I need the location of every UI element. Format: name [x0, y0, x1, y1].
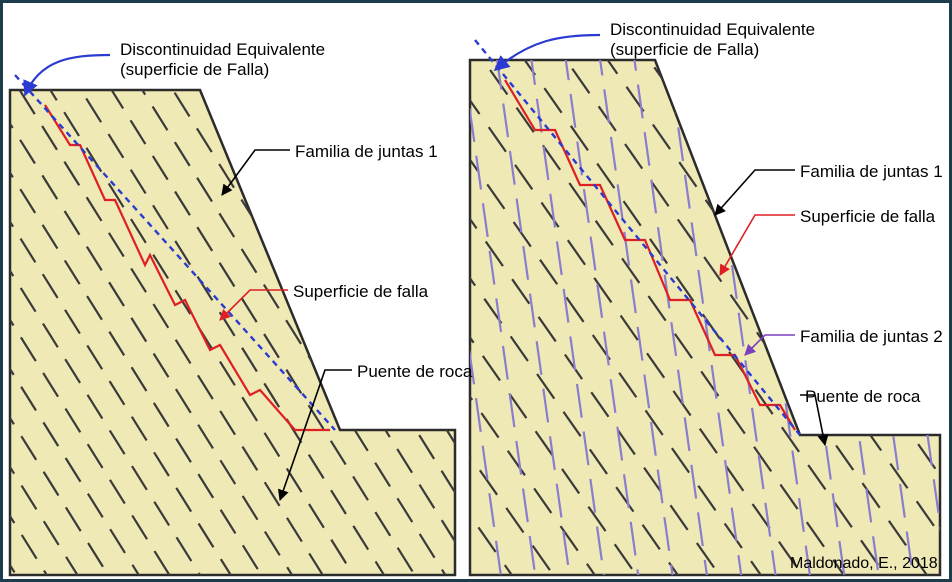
- label-discontinuity-right: Discontinuidad Equivalente (superficie d…: [610, 20, 815, 61]
- citation: Maldonado, E., 2018: [790, 555, 938, 573]
- label-failure-left: Superficie de falla: [293, 282, 428, 302]
- label-failure-right: Superficie de falla: [800, 207, 935, 227]
- label-family2-right: Familia de juntas 2: [800, 327, 943, 347]
- label-family1-right: Familia de juntas 1: [800, 162, 943, 182]
- label-discontinuity-left: Discontinuidad Equivalente (superficie d…: [120, 40, 325, 81]
- label-bridge-right: Puente de roca: [805, 387, 920, 407]
- label-family1-left: Familia de juntas 1: [295, 142, 438, 162]
- label-bridge-left: Puente de roca: [357, 362, 472, 382]
- diagram-svg: [0, 0, 952, 582]
- diagram-frame: Discontinuidad Equivalente (superficie d…: [0, 0, 952, 582]
- leader-family1-right: [715, 170, 795, 215]
